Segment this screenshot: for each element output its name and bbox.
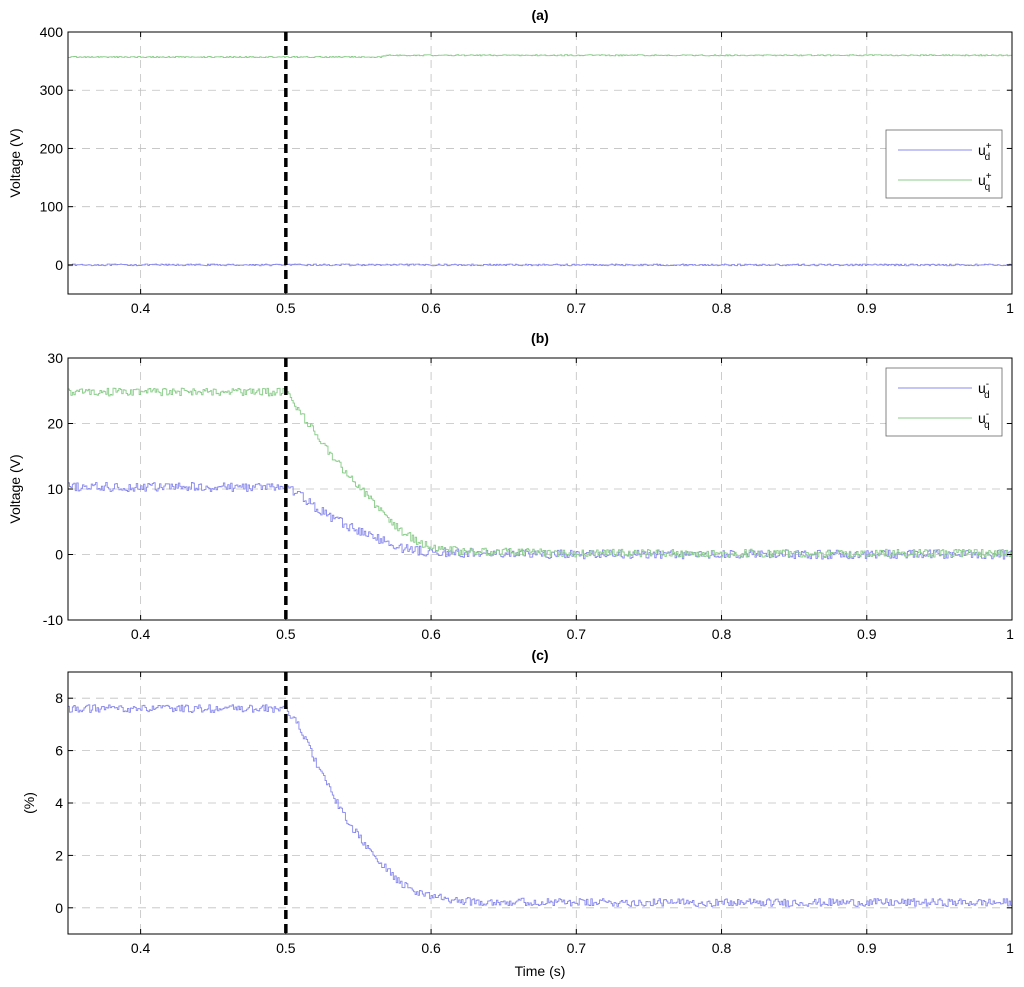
legend-label: u-d [978,379,990,401]
y-tick-label: 300 [40,82,64,98]
data-series-line [68,263,1013,267]
y-tick-label: 400 [40,24,64,40]
x-tick-label: 0.7 [567,940,587,956]
axes-frame [67,357,1013,621]
x-tick-label: 1 [1006,940,1014,956]
legend-entry: u+ d [898,141,992,163]
x-tick-label: 0.4 [131,940,151,956]
y-tick-label: 20 [47,416,63,432]
legend-label: u+ d [978,141,992,163]
y-tick-label: 8 [55,690,63,706]
y-tick-label: 0 [55,900,63,916]
legend-label: u+ q [978,171,992,193]
panel-title: (b) [531,330,549,346]
tick-labels: 0.4 0.5 0.6 0.7 0.8 0.9 1 0 2 4 6 8 [55,690,1014,956]
y-tick-label: 100 [40,199,64,215]
series-layer [68,54,1013,267]
x-tick-label: 0.6 [421,300,441,316]
series-layer [68,387,1013,560]
legend-entry: u-q [898,409,990,431]
data-series-line [68,704,1013,907]
legend: u+ d u+ q [885,129,1003,199]
x-tick-label: 0.9 [857,626,877,642]
data-series-line [68,54,1013,59]
legend-box [885,129,1003,199]
panel-title: (c) [531,647,548,663]
grid [68,672,1012,934]
x-tick-label: 0.9 [857,300,877,316]
y-tick-label: 200 [40,140,64,156]
x-axis-label: Time (s) [515,963,566,979]
legend-box [885,367,1003,437]
x-tick-label: 1 [1006,300,1014,316]
x-tick-label: 0.8 [712,300,732,316]
x-tick-label: 0.6 [421,940,441,956]
y-axis-label: (%) [21,792,37,814]
panel-title: (a) [531,7,548,23]
y-axis-label: Voltage (V) [7,454,23,523]
x-tick-label: 0.4 [131,626,151,642]
series-layer [68,704,1013,907]
axes-frame [67,671,1013,935]
y-tick-label: 0 [55,257,63,273]
x-tick-label: 0.7 [567,300,587,316]
legend-label: u-q [978,409,990,431]
x-tick-label: 0.7 [567,626,587,642]
x-tick-label: 0.9 [857,940,877,956]
y-tick-label: 6 [55,743,63,759]
y-tick-label: 30 [47,350,63,366]
x-tick-label: 0.5 [276,300,296,316]
tick-labels: 0.4 0.5 0.6 0.7 0.8 0.9 1 0 100 200 300 400 [40,24,1014,316]
y-tick-label: -10 [43,612,63,628]
x-tick-label: 0.5 [276,940,296,956]
data-series-line [68,387,1013,558]
axes-frame [67,31,1013,295]
legend-entry: u+ q [898,171,992,193]
x-tick-label: 0.4 [131,300,151,316]
y-tick-label: 10 [47,481,63,497]
plot-frame [67,31,1013,295]
x-tick-label: 0.5 [276,626,296,642]
x-tick-label: 0.8 [712,626,732,642]
y-tick-label: 4 [55,795,63,811]
panel-c: (c) (%) Time (s) 0.4 0.5 0.6 0.7 0.8 0.9 1 0 2 4 6… [21,647,1014,979]
panel-b: (b) Voltage (V) 0.4 0.5 0.6 0.7 0.8 0.9 1 -10 0 1… [7,330,1014,642]
x-tick-label: 1 [1006,626,1014,642]
x-tick-label: 0.6 [421,626,441,642]
tick-labels: 0.4 0.5 0.6 0.7 0.8 0.9 1 -10 0 10 20 30 [43,350,1014,642]
y-axis-label: Voltage (V) [7,128,23,197]
legend-entry: u-d [898,379,990,401]
y-tick-label: 2 [55,847,63,863]
data-series-line [68,482,1013,560]
panel-a: (a) Voltage (V) 0.4 0.5 0.6 0.7 0.8 0.9 1 0 100 2… [7,7,1014,316]
legend: u-d u-q [885,367,1003,437]
y-tick-label: 0 [55,547,63,563]
x-tick-label: 0.8 [712,940,732,956]
